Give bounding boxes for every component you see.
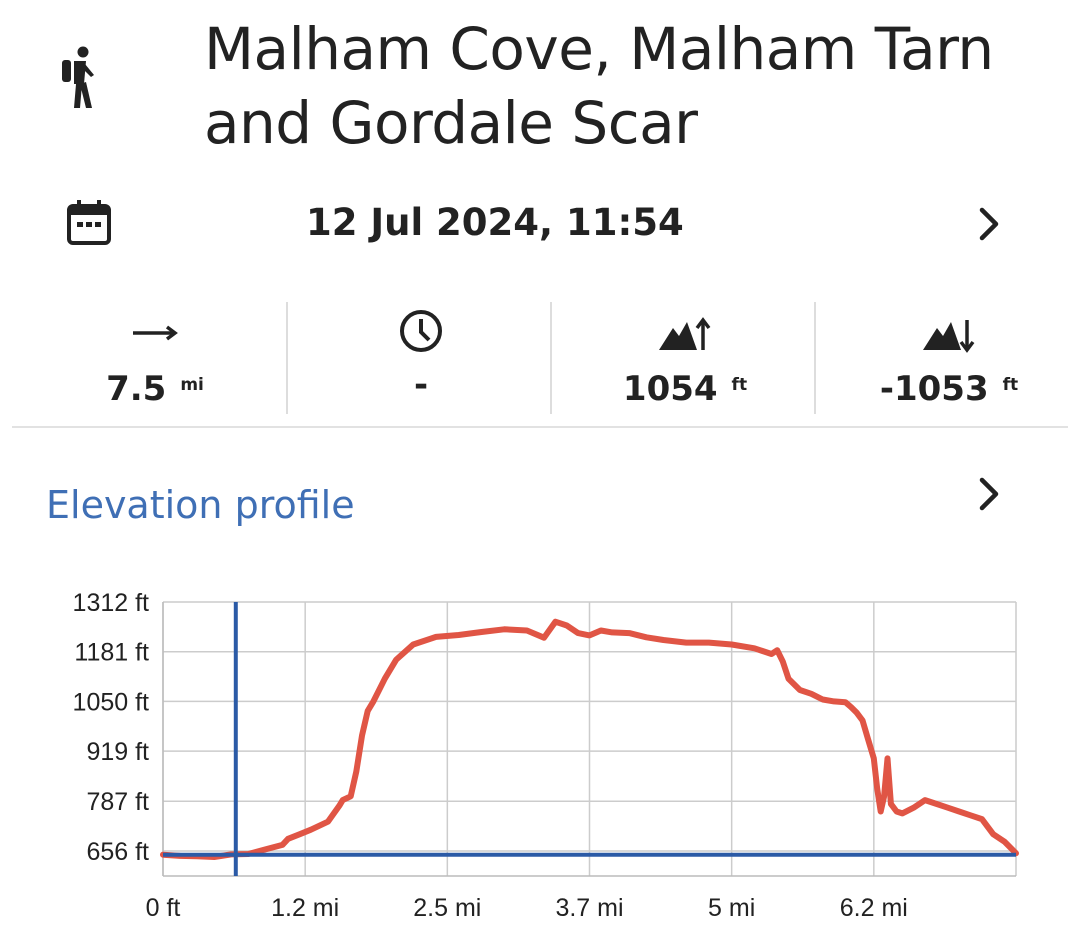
- clock-icon: [400, 310, 442, 352]
- stat-distance-value: 7.5: [106, 369, 167, 409]
- calendar-icon: [67, 200, 111, 245]
- x-tick-label: 3.7 mi: [555, 894, 623, 922]
- stat-divider: [286, 302, 288, 414]
- y-tick-label: 919 ft: [86, 738, 149, 766]
- arrow-right-icon: [133, 325, 178, 341]
- stat-descent-value: -1053: [879, 369, 989, 409]
- activity-title-line-1: Malham Cove, Malham Tarn: [204, 15, 994, 83]
- stat-duration-value: -: [413, 365, 429, 405]
- stat-divider: [814, 302, 816, 414]
- mountain-ascent-icon: [659, 317, 711, 350]
- y-tick-label: 1181 ft: [74, 639, 149, 667]
- stat-ascent-value: 1054: [622, 369, 718, 409]
- y-tick-label: 787 ft: [86, 788, 149, 816]
- y-tick-label: 1050 ft: [73, 688, 150, 716]
- stat-descent-unit: ft: [1002, 375, 1019, 395]
- stat-divider: [550, 302, 552, 414]
- x-tick-label: 2.5 mi: [413, 894, 481, 922]
- section-divider: [12, 426, 1068, 428]
- stat-descent: -1053 ft: [814, 300, 1080, 415]
- y-tick-label: 656 ft: [86, 838, 149, 866]
- elevation-chart[interactable]: 656 ft 787 ft 919 ft 1050 ft 1181 ft 1312 ft 0…: [0, 590, 1080, 928]
- elevation-profile-title[interactable]: Elevation profile: [46, 483, 355, 527]
- mountain-descent-icon: [923, 320, 975, 353]
- elevation-profile-line: [160, 618, 1019, 860]
- activity-title: Malham Cove, Malham Tarn and Gordale Sca…: [204, 12, 1064, 160]
- chevron-right-icon[interactable]: [974, 204, 1006, 244]
- activity-datetime: 12 Jul 2024, 11:54: [306, 201, 684, 244]
- chevron-right-icon[interactable]: [974, 474, 1006, 514]
- x-tick-label: 6.2 mi: [840, 894, 908, 922]
- x-tick-label: 5 mi: [708, 894, 755, 922]
- x-tick-label: 0 ft: [146, 894, 181, 922]
- hiker-icon: [62, 46, 94, 108]
- stat-distance: 7.5 mi: [20, 300, 290, 415]
- stat-ascent-unit: ft: [731, 375, 748, 395]
- stat-duration: -: [286, 300, 556, 415]
- y-tick-label: 1312 ft: [73, 590, 150, 617]
- stat-distance-unit: mi: [180, 375, 204, 395]
- activity-title-line-2: and Gordale Scar: [204, 89, 698, 157]
- stat-ascent: 1054 ft: [550, 300, 820, 415]
- x-tick-label: 1.2 mi: [271, 894, 339, 922]
